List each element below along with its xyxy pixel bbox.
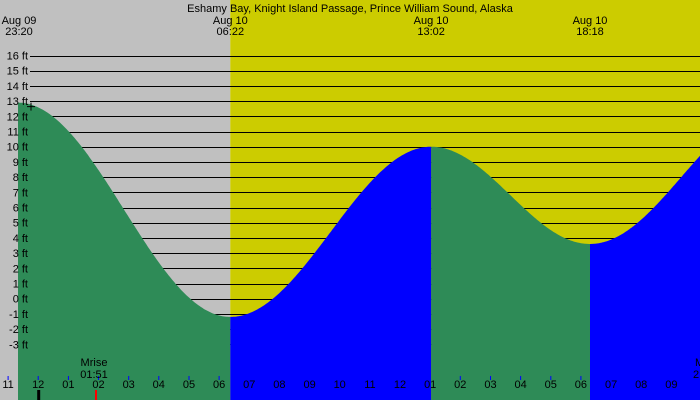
- ebb-tide-area: [431, 146, 590, 400]
- flood-tide-area: [590, 155, 700, 400]
- y-tick-label: 6 ft: [13, 203, 28, 215]
- y-tick-label: 0 ft: [13, 294, 28, 306]
- x-tick-label: 01: [424, 379, 436, 391]
- y-tick-label: 9 ft: [13, 157, 28, 169]
- x-tick-label: 06: [575, 379, 587, 391]
- y-tick-label: 8 ft: [13, 172, 28, 184]
- x-tick-label: 07: [605, 379, 617, 391]
- x-tick-label: 12: [32, 379, 44, 391]
- top-date-label: Aug 10: [213, 15, 248, 27]
- moonset-label: M: [695, 357, 700, 369]
- y-tick-label: 16 ft: [7, 51, 28, 63]
- x-tick-label: 02: [92, 379, 104, 391]
- y-tick-label: 13 ft: [7, 96, 28, 108]
- tide-marker: [27, 102, 35, 111]
- y-tick-label: 2 ft: [13, 263, 28, 275]
- y-tick-label: 10 ft: [7, 142, 28, 154]
- top-time-label: 13:02: [417, 26, 445, 38]
- moonrise-marker: [95, 390, 97, 400]
- x-tick-label: 10: [334, 379, 346, 391]
- y-tick-label: 12 ft: [7, 111, 28, 123]
- x-axis-ticks: 11 12 01 02 03 04 05 06 07 08 09 10 11 12 01 02 03 04 05 06…: [2, 376, 678, 400]
- x-tick-label: 05: [545, 379, 557, 391]
- x-tick-label: 11: [2, 379, 13, 391]
- x-tick-label: 01: [62, 379, 74, 391]
- x-tick-label: 08: [635, 379, 647, 391]
- x-tick-label: 05: [183, 379, 195, 391]
- x-tick-label: 11: [364, 379, 375, 391]
- y-tick-label: -1 ft: [9, 309, 28, 321]
- y-tick-label: 4 ft: [13, 233, 28, 245]
- moonrise-label: Mrise: [81, 357, 108, 369]
- y-tick-label: 7 ft: [13, 187, 28, 199]
- y-tick-label: -3 ft: [9, 339, 28, 351]
- top-time-label: 23:20: [5, 26, 33, 38]
- x-tick-label: 04: [514, 379, 526, 391]
- top-date-label: Aug 10: [573, 15, 608, 27]
- x-tick-label: 03: [484, 379, 496, 391]
- chart-title: Eshamy Bay, Knight Island Passage, Princ…: [187, 3, 514, 15]
- top-time-label: 18:18: [576, 26, 604, 38]
- top-date-label: Aug 10: [414, 15, 449, 27]
- x-tick-label: 03: [123, 379, 135, 391]
- x-tick-label: 09: [665, 379, 677, 391]
- y-tick-label: -2 ft: [9, 324, 28, 336]
- y-tick-label: 15 ft: [7, 66, 28, 78]
- y-tick-label: 3 ft: [13, 248, 28, 260]
- x-tick-label: 09: [303, 379, 315, 391]
- y-tick-label: 14 ft: [7, 81, 28, 93]
- top-date-label: Aug 09: [2, 15, 37, 27]
- flood-tide-area: [230, 146, 432, 400]
- x-tick-label: 07: [243, 379, 255, 391]
- y-tick-label: 1 ft: [13, 279, 28, 291]
- x-tick-label: 02: [454, 379, 466, 391]
- y-tick-label: 5 ft: [13, 218, 28, 230]
- x-tick-label: 04: [153, 379, 165, 391]
- tide-areas: [18, 102, 700, 400]
- y-axis-labels: 16 ft 15 ft 14 ft 13 ft 12 ft 11 ft 10 ft 9 ft 8…: [7, 51, 35, 351]
- top-time-label: 06:22: [217, 26, 245, 38]
- midnight-marker: [37, 390, 41, 400]
- x-tick-label: 06: [213, 379, 225, 391]
- y-tick-label: 11 ft: [7, 127, 28, 139]
- x-tick-label: 08: [273, 379, 285, 391]
- moonrise-time: 01:51: [80, 369, 108, 381]
- moonset-time: 2: [693, 369, 699, 381]
- x-tick-label: 12: [394, 379, 406, 391]
- ebb-tide-area: [18, 102, 231, 400]
